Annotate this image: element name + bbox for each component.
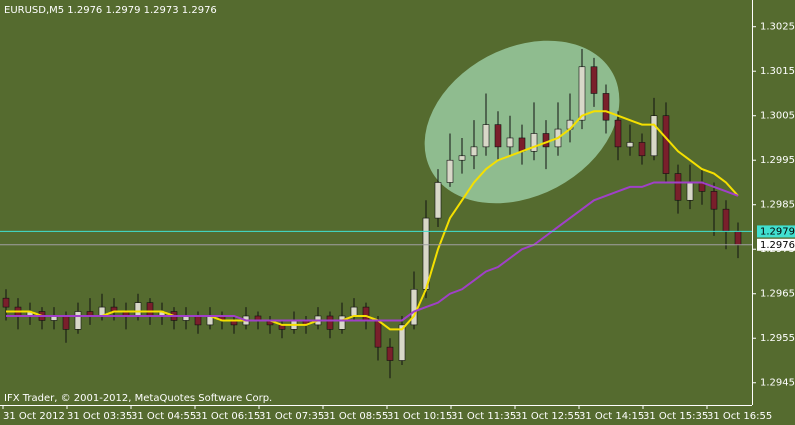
candle-body — [374, 320, 382, 348]
candle-body — [146, 302, 154, 317]
candle-body — [62, 315, 70, 330]
candle-body — [494, 124, 502, 148]
candle-body — [482, 124, 490, 148]
moving-average — [6, 181, 739, 322]
candle-body — [338, 315, 346, 330]
x-tick-label: 31 Oct 11:35 — [451, 411, 516, 422]
bid-label: 1.2976 — [760, 240, 795, 251]
candle-body — [2, 297, 10, 308]
y-tick-label: 1.3005 — [760, 111, 795, 122]
y-tick-label: 1.3025 — [760, 22, 795, 33]
x-tick-label: 31 Oct 03:35 — [67, 411, 132, 422]
candle-body — [734, 231, 742, 246]
y-tick-label: 1.2965 — [760, 289, 795, 300]
candle-body — [386, 346, 394, 361]
candle-body — [398, 324, 406, 361]
candle-body — [686, 182, 694, 201]
x-tick-label: 31 Oct 04:55 — [131, 411, 196, 422]
ask-label-box — [757, 225, 795, 238]
candle-body — [602, 93, 610, 121]
y-tick-label: 1.2995 — [760, 155, 795, 166]
candle-body — [458, 155, 466, 161]
candle-body — [74, 311, 82, 330]
candle-body — [530, 133, 538, 152]
candle-body — [674, 173, 682, 201]
x-tick-label: 31 Oct 12:55 — [515, 411, 580, 422]
candle-body — [434, 182, 442, 219]
x-tick-label: 31 Oct 16:55 — [707, 411, 772, 422]
y-tick-label: 1.2945 — [760, 378, 795, 389]
candle-body — [626, 142, 634, 148]
candle-body — [722, 208, 730, 232]
candle-body — [446, 159, 454, 183]
x-tick-label: 31 Oct 14:15 — [579, 411, 644, 422]
candle-body — [614, 119, 622, 148]
candle-body — [578, 66, 586, 121]
candle-body — [326, 315, 334, 330]
ask-label: 1.2979 — [760, 226, 795, 237]
x-tick-label: 31 Oct 06:15 — [195, 411, 260, 422]
candle-body — [590, 66, 598, 94]
y-tick-label: 1.2985 — [760, 200, 795, 211]
moving-average — [6, 110, 739, 331]
copyright: IFX Trader, © 2001-2012, MetaQuotes Soft… — [4, 393, 272, 404]
bid-label-box — [757, 238, 795, 251]
candle-body — [362, 306, 370, 321]
y-tick-label: 1.2955 — [760, 333, 795, 344]
highlight-ellipse — [424, 40, 620, 204]
x-tick-label: 31 Oct 08:55 — [323, 411, 388, 422]
candle-body — [194, 315, 202, 326]
candle-body — [518, 137, 526, 152]
candle-body — [638, 142, 646, 157]
candle-body — [662, 115, 670, 174]
x-tick-label: 31 Oct 2012 — [3, 411, 65, 422]
candle-body — [506, 137, 514, 148]
x-tick-label: 31 Oct 10:15 — [387, 411, 452, 422]
candle-body — [350, 306, 358, 317]
candle-body — [422, 217, 430, 290]
candle-body — [134, 302, 142, 317]
x-tick-label: 31 Oct 07:35 — [259, 411, 324, 422]
candle-body — [542, 133, 550, 148]
candle-body — [470, 146, 478, 157]
candle-body — [650, 115, 658, 157]
candle-body — [710, 191, 718, 210]
y-tick-label: 1.3015 — [760, 66, 795, 77]
chart-title: EURUSD,M5 1.2976 1.2979 1.2973 1.2976 — [4, 5, 217, 16]
x-tick-label: 31 Oct 15:35 — [643, 411, 708, 422]
